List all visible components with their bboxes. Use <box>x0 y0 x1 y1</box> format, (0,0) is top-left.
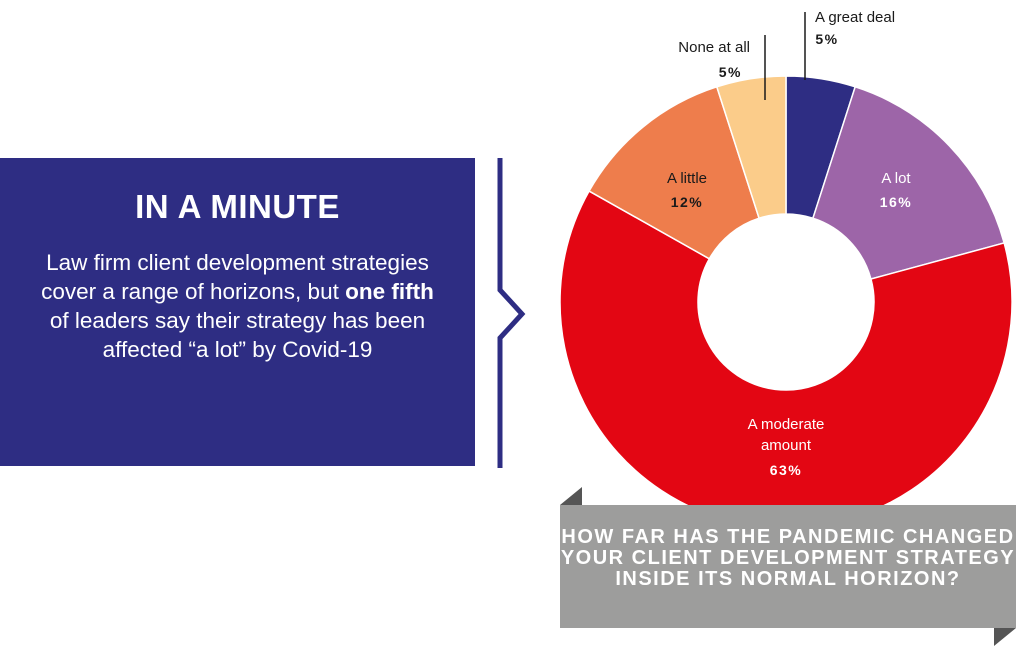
slice-none-at-all <box>715 75 787 220</box>
slice-label: A little <box>667 170 707 187</box>
slice-label: A great deal <box>815 9 895 26</box>
fold-top-left <box>560 487 582 505</box>
slice-value-label: 5% <box>719 64 742 80</box>
bracket-connector <box>497 158 526 468</box>
question-text: HOW FAR HAS THE PANDEMIC CHANGED YOUR CL… <box>560 526 1016 590</box>
slice-value-label: 12% <box>671 194 704 210</box>
slice-label: A moderate amount <box>748 416 825 454</box>
slice-label: None at all <box>678 39 750 56</box>
slice-label: A lot <box>881 170 911 187</box>
panel-body-bold: one fifth <box>345 279 434 304</box>
fold-bottom-right <box>994 628 1016 646</box>
panel-body: Law firm client development strategies c… <box>30 248 445 364</box>
slice-value-label: 63% <box>770 462 803 478</box>
slice-value-label: 16% <box>880 194 913 210</box>
slice-value-label: 5% <box>815 31 838 47</box>
panel-body-text: Law firm client development strategies c… <box>41 250 429 304</box>
panel-title: IN A MINUTE <box>135 188 340 225</box>
panel-body-text-end: of leaders say their strategy has been a… <box>49 308 426 362</box>
slice-a-moderate-amount <box>559 190 1013 529</box>
slice-a-little <box>588 85 761 260</box>
slice-a-lot <box>811 85 1006 280</box>
question-box: HOW FAR HAS THE PANDEMIC CHANGED YOUR CL… <box>560 505 1016 628</box>
summary-panel: IN A MINUTE Law firm client development … <box>0 158 475 466</box>
